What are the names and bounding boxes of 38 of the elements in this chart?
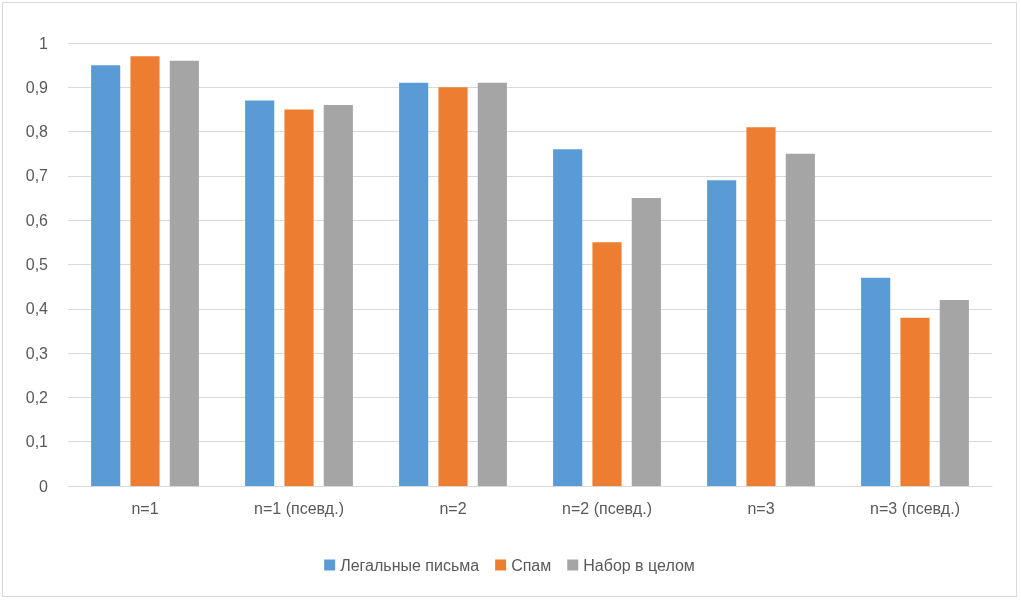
bar bbox=[130, 56, 160, 486]
bar bbox=[785, 153, 815, 486]
bar bbox=[438, 87, 468, 486]
y-tick-label: 0,3 bbox=[25, 344, 49, 362]
x-tick-label: n=2 bbox=[439, 499, 467, 517]
y-tick-label: 0,5 bbox=[25, 256, 49, 273]
x-tick-label: n=1 (псевд.) bbox=[254, 499, 344, 517]
x-tick-label: n=2 (псевд.) bbox=[562, 499, 652, 517]
bar bbox=[284, 109, 314, 486]
x-tick-label: n=3 bbox=[747, 499, 775, 517]
y-tick-label: 0,6 bbox=[25, 211, 49, 229]
bar bbox=[477, 82, 507, 486]
bar bbox=[939, 299, 969, 486]
x-tick-label: n=1 bbox=[131, 499, 159, 517]
y-tick-label: 0,1 bbox=[25, 433, 49, 451]
bar bbox=[861, 277, 891, 486]
bar bbox=[707, 180, 737, 486]
y-tick-label: 0,8 bbox=[25, 123, 49, 141]
bar bbox=[91, 65, 121, 486]
bar bbox=[169, 60, 199, 486]
bar bbox=[245, 100, 275, 486]
bar bbox=[592, 242, 622, 486]
bar bbox=[900, 317, 930, 486]
y-tick-label: 0,7 bbox=[25, 167, 49, 185]
legend-label: Легальные письма bbox=[340, 556, 480, 574]
legend-label: Спам bbox=[511, 556, 552, 574]
bar bbox=[746, 127, 776, 486]
legend-label: Набор в целом bbox=[583, 556, 695, 574]
y-tick-label: 0,2 bbox=[25, 388, 49, 406]
bar bbox=[399, 82, 429, 486]
y-tick-label: 0 bbox=[39, 477, 49, 495]
x-tick-label: n=3 (псевд.) bbox=[870, 499, 960, 517]
bar bbox=[553, 149, 583, 486]
y-tick-label: 0,9 bbox=[25, 78, 49, 96]
y-tick-label: 1 bbox=[39, 34, 49, 52]
bar bbox=[631, 198, 661, 486]
bar bbox=[323, 105, 353, 486]
y-tick-label: 0,4 bbox=[25, 300, 49, 318]
